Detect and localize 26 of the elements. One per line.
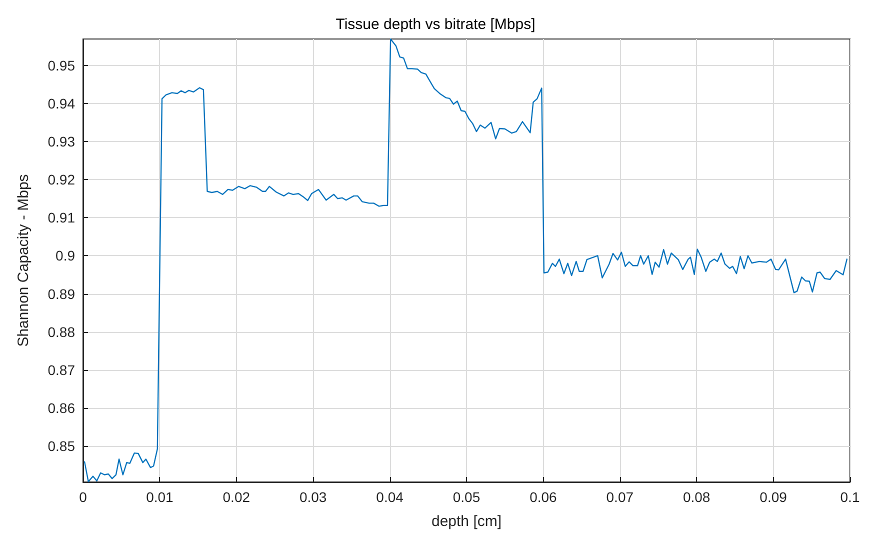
y-tick-label: 0.86 [48,400,76,416]
x-tick-label: 0.01 [146,489,174,505]
x-tick-label: 0.05 [452,489,480,505]
x-tick-label: 0.06 [530,489,558,505]
y-tick-label: 0.87 [48,362,76,378]
x-tick-label: 0.07 [606,489,634,505]
x-tick-label: 0.1 [840,489,860,505]
x-tick-label: 0.09 [760,489,788,505]
x-axis-title: depth [cm] [431,513,502,530]
x-tick-label: 0.02 [222,489,250,505]
x-tick-label: 0.04 [376,489,404,505]
chart-title: Tissue depth vs bitrate [Mbps] [336,16,536,33]
y-tick-label: 0.95 [48,57,76,74]
y-tick-label: 0.91 [48,210,76,226]
y-tick-label: 0.92 [48,172,76,188]
y-tick-label: 0.89 [48,286,76,302]
y-tick-label: 0.94 [48,95,76,112]
y-tick-label: 0.85 [48,438,76,454]
y-axis-title: Shannon Capacity - Mbps [15,174,32,347]
y-tick-label: 0.88 [48,324,76,340]
y-tick-label: 0.9 [56,248,76,264]
x-tick-label: 0 [79,489,88,505]
x-tick-label: 0.03 [299,489,327,505]
x-tick-label: 0.08 [682,489,710,505]
line-series [84,38,848,482]
y-tick-label: 0.93 [48,133,76,150]
